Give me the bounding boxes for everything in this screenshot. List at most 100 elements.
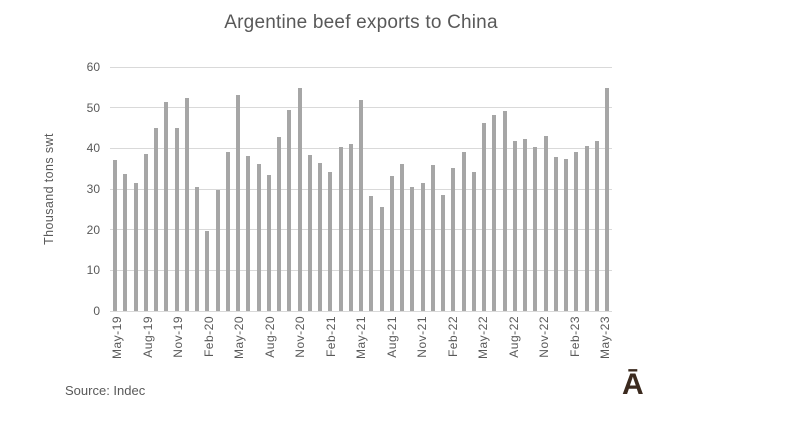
x-slot: [346, 316, 354, 380]
bar-slot: [161, 67, 171, 311]
x-slot: [437, 316, 445, 380]
bar-slot: [469, 67, 479, 311]
x-slot: Nov-22: [537, 316, 551, 380]
x-slot: Aug-19: [141, 316, 155, 380]
x-tick-label: Nov-22: [537, 316, 551, 358]
bar-Jan-20: [195, 186, 200, 311]
bar-Sep-21: [400, 163, 405, 311]
bar-Aug-20: [266, 174, 271, 311]
x-slot: [582, 316, 590, 380]
bar-Dec-22: [553, 156, 558, 311]
bar-Jun-19: [123, 173, 128, 311]
x-slot: [376, 316, 384, 380]
x-slot: [429, 316, 437, 380]
x-slot: [246, 316, 254, 380]
bar-Sep-20: [277, 137, 282, 311]
bar-Dec-20: [307, 155, 312, 311]
y-tick-label: 30: [86, 182, 100, 196]
x-slot: [216, 316, 224, 380]
x-slot: [224, 316, 232, 380]
x-slot: [277, 316, 285, 380]
bar-May-23: [605, 88, 610, 311]
bar-Jul-22: [502, 110, 507, 311]
bar-Mar-20: [215, 189, 220, 311]
bar-Aug-22: [512, 141, 517, 311]
bar-Jan-23: [564, 158, 569, 311]
bar-slot: [284, 67, 294, 311]
bar-slot: [377, 67, 387, 311]
x-slot: [307, 316, 315, 380]
bar-slot: [356, 67, 366, 311]
x-slot: Feb-23: [568, 316, 582, 380]
bar-Nov-21: [420, 183, 425, 311]
bar-slot: [541, 67, 551, 311]
x-tick-label: Nov-19: [171, 316, 185, 358]
bar-slot: [336, 67, 346, 311]
x-slot: Aug-20: [263, 316, 277, 380]
x-slot: [193, 316, 201, 380]
bar-slot: [561, 67, 571, 311]
bar-slot: [182, 67, 192, 311]
x-slot: [490, 316, 498, 380]
x-slot: Aug-21: [385, 316, 399, 380]
bar-slot: [264, 67, 274, 311]
bar-Mar-22: [461, 151, 466, 311]
x-tick-label: Feb-21: [323, 316, 338, 358]
logo: Ā: [622, 368, 644, 401]
x-slot: [460, 316, 468, 380]
x-axis-ticks: May-19 Aug-19 Nov-19 Feb-20 May-20 Aug-20 Nov-…: [110, 316, 612, 380]
bar-Oct-19: [164, 102, 169, 311]
x-slot: Feb-21: [324, 316, 338, 380]
bar-slot: [254, 67, 264, 311]
x-slot: May-21: [354, 316, 368, 380]
bar-slot: [151, 67, 161, 311]
bar-May-22: [482, 122, 487, 311]
y-axis-title-text: Thousand tons swt: [42, 133, 57, 245]
bar-slot: [315, 67, 325, 311]
bar-slot: [366, 67, 376, 311]
bar-Nov-19: [174, 127, 179, 311]
x-slot: [468, 316, 476, 380]
bar-slot: [428, 67, 438, 311]
bar-Feb-22: [451, 167, 456, 311]
x-tick-label: May-22: [476, 316, 490, 360]
bar-slot: [213, 67, 223, 311]
bar-slot: [120, 67, 130, 311]
bar-slot: [582, 67, 592, 311]
bar-slot: [223, 67, 233, 311]
x-tick-label: Aug-19: [140, 316, 155, 358]
x-slot: [529, 316, 537, 380]
bar-Jul-21: [379, 206, 384, 311]
bar-Mar-23: [584, 145, 589, 311]
bar-slot: [479, 67, 489, 311]
bar-Apr-21: [348, 144, 353, 311]
bar-slot: [407, 67, 417, 311]
bar-May-21: [359, 99, 364, 311]
bar-Dec-21: [430, 164, 435, 311]
bar-Apr-23: [594, 140, 599, 311]
bar-Nov-22: [543, 136, 548, 311]
x-tick-label: Feb-20: [201, 316, 216, 358]
bar-slot: [305, 67, 315, 311]
bar-series: [110, 67, 612, 311]
bar-slot: [551, 67, 561, 311]
bar-Oct-20: [287, 110, 292, 311]
bar-Feb-20: [205, 231, 210, 311]
x-tick-label: Feb-22: [445, 316, 460, 358]
x-tick-label: Nov-21: [415, 316, 429, 358]
bar-Apr-22: [471, 171, 476, 311]
bar-Aug-19: [143, 153, 148, 311]
x-slot: [521, 316, 529, 380]
x-slot: [315, 316, 323, 380]
x-slot: [163, 316, 171, 380]
bar-Feb-21: [328, 172, 333, 311]
x-tick-label: Nov-20: [293, 316, 307, 358]
bar-May-19: [113, 160, 118, 311]
plot-area: [110, 66, 612, 312]
y-tick-label: 20: [86, 222, 100, 237]
bar-slot: [295, 67, 305, 311]
bar-slot: [243, 67, 253, 311]
y-tick-label: 40: [86, 141, 100, 156]
x-tick-label: Aug-21: [384, 316, 399, 358]
x-slot: [155, 316, 163, 380]
